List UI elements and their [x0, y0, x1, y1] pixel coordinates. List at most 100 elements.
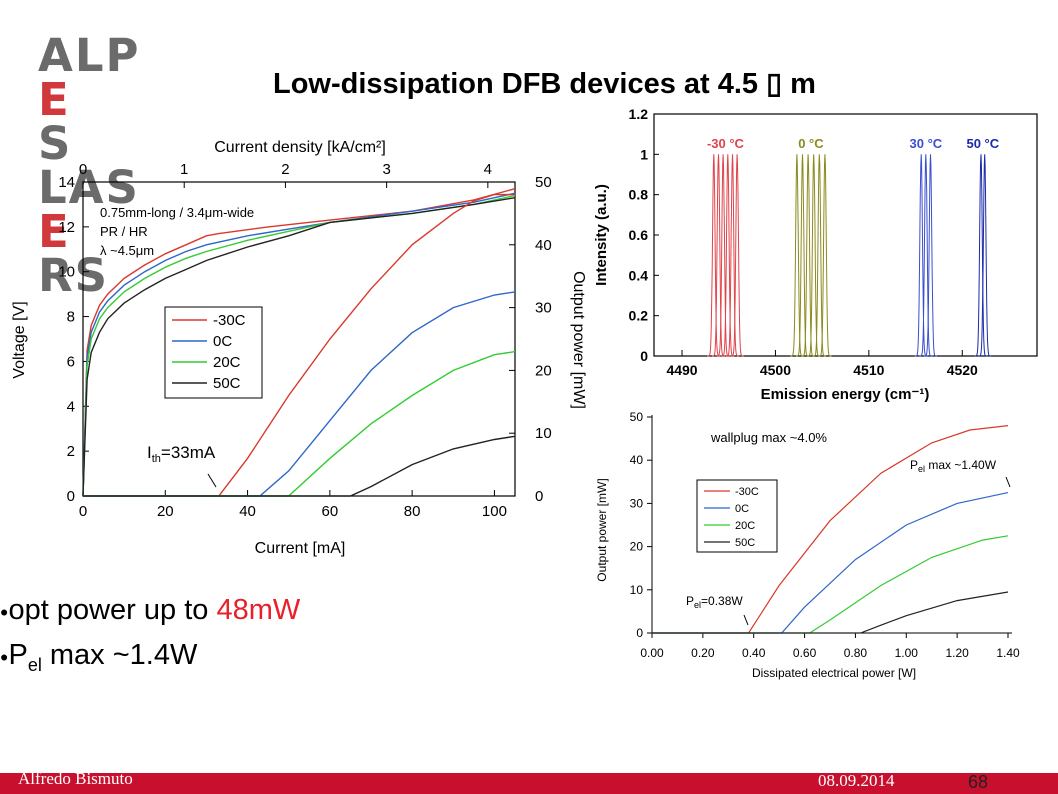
- legend-label: -30C: [735, 486, 759, 498]
- top-tick-label: 3: [382, 161, 390, 178]
- annotation-line: PR / HR: [100, 224, 148, 239]
- y-tick-label: 0: [636, 626, 643, 640]
- temperature-label: -30 °C: [707, 136, 745, 151]
- y2-tick-label: 40: [535, 237, 552, 254]
- legend-label: 0C: [213, 333, 232, 350]
- y-tick-label: 2: [67, 443, 75, 460]
- x-tick-label: 1.20: [945, 646, 969, 660]
- spectrum-peak: [707, 154, 721, 357]
- y2-axis-label: Output power [mW]: [570, 271, 587, 409]
- threshold-label: Ith=33mA: [147, 443, 217, 488]
- x-tick-label: 20: [157, 503, 174, 520]
- y2-tick-label: 20: [535, 362, 552, 379]
- top-tick-label: 1: [180, 161, 188, 178]
- y2-tick-label: 10: [535, 425, 552, 442]
- y-tick-label: 0.4: [629, 267, 649, 283]
- spectrum-peak: [716, 154, 730, 357]
- svg-text:Pel max ~1.40W: Pel max ~1.40W: [910, 458, 997, 474]
- spectrum-peak: [807, 154, 821, 357]
- spectrum-peak: [978, 154, 992, 357]
- footer-author: Alfredo Bismuto: [18, 769, 133, 788]
- spectrum-chart: Emission energy (cm⁻¹) Intensity (a.u.) …: [593, 106, 1038, 403]
- x-tick-label: 4500: [760, 362, 791, 378]
- power-line-0C: [83, 291, 516, 497]
- slide-title: Low-dissipation DFB devices at 4.5 ▯ m: [273, 68, 816, 100]
- voltage-line-50C: [82, 197, 516, 497]
- x-tick-label: 0.60: [793, 646, 817, 660]
- power-line-20C: [83, 350, 516, 497]
- y-tick-label: 0: [640, 348, 648, 364]
- page-number: 68: [968, 772, 989, 792]
- legend: -30C 0C 20C 50C: [696, 479, 778, 553]
- pth-label: Pel=0.38W: [686, 594, 749, 626]
- annotation-line: 0.75mm-long / 3.4μm-wide: [100, 205, 254, 220]
- spectrum-peak: [721, 154, 735, 357]
- footer-bar: Alfredo Bismuto 08.09.2014 68: [0, 769, 1058, 794]
- svg-text:Pel=0.38W: Pel=0.38W: [686, 594, 743, 610]
- temperature-label: 30 °C: [910, 136, 943, 151]
- x-tick-label: 0.00: [640, 646, 664, 660]
- spectrum-peak: [812, 154, 826, 357]
- x-tick-label: 100: [482, 503, 507, 520]
- bullet-item: ●opt power up to 48mW: [0, 594, 301, 626]
- temperature-label: 0 °C: [798, 136, 824, 151]
- y-axis-label: Voltage [V]: [11, 301, 28, 378]
- x-tick-label: 0: [79, 503, 87, 520]
- top-tick-label: 4: [484, 161, 492, 178]
- y-axis-label: Intensity (a.u.): [593, 184, 610, 286]
- wallplug-annotation: wallplug max ~4.0%: [710, 430, 827, 445]
- legend-label: 50C: [735, 537, 755, 549]
- y-tick-label: 10: [58, 264, 75, 281]
- spectrum-peak: [818, 154, 832, 357]
- y-tick-label: 1: [640, 146, 648, 162]
- spectrum-peak: [914, 154, 928, 357]
- svg-text:Ith=33mA: Ith=33mA: [147, 443, 216, 465]
- spectrum-peak: [725, 154, 739, 357]
- legend: -30C 0C 20C 50C: [164, 306, 263, 399]
- y-tick-label: 6: [67, 353, 75, 370]
- y-tick-label: 30: [630, 496, 644, 510]
- wallplug-chart: Dissipated electrical power [W] Output p…: [595, 410, 1020, 680]
- y2-tick-label: 50: [535, 174, 552, 191]
- x-tick-label: 4490: [666, 362, 697, 378]
- legend-label: 20C: [735, 520, 755, 532]
- spectrum-peak: [730, 154, 744, 357]
- x-axis-label: Current [mA]: [255, 540, 346, 557]
- x-tick-label: 0.80: [844, 646, 868, 660]
- voltage-line-0C: [82, 192, 516, 497]
- y-tick-label: 0: [67, 488, 75, 505]
- y-tick-label: 50: [630, 410, 644, 424]
- top-axis-label: Current density [kA/cm²]: [214, 139, 386, 156]
- annotation-line: λ ~4.5μm: [100, 243, 154, 258]
- legend-label: 0C: [735, 503, 749, 515]
- voltage-line--30C: [82, 188, 516, 497]
- spectrum-peak: [711, 154, 725, 357]
- spectrum-peak: [974, 154, 988, 357]
- company-logo: ALP E S LAS E RS: [38, 29, 141, 302]
- x-tick-label: 40: [239, 503, 256, 520]
- y-tick-label: 20: [630, 540, 644, 554]
- y-tick-label: 1.2: [629, 106, 649, 122]
- spectrum-peak: [801, 154, 815, 357]
- y-tick-label: 10: [630, 583, 644, 597]
- x-tick-label: 4510: [853, 362, 884, 378]
- x-axis-label: Emission energy (cm⁻¹): [761, 386, 930, 403]
- y-tick-label: 8: [67, 309, 75, 326]
- legend-label: -30C: [213, 312, 246, 329]
- x-tick-label: 60: [322, 503, 339, 520]
- y-tick-label: 4: [67, 398, 75, 415]
- temperature-label: 50 °C: [966, 136, 999, 151]
- spectrum-peak: [790, 154, 804, 357]
- y-tick-label: 0.6: [629, 227, 649, 243]
- x-tick-label: 1.40: [996, 646, 1020, 660]
- spectrum-peak: [924, 154, 937, 357]
- x-tick-label: 0.20: [691, 646, 715, 660]
- y-tick-label: 14: [58, 174, 75, 191]
- spectrum-peak: [919, 154, 933, 357]
- device-annotation: 0.75mm-long / 3.4μm-wide PR / HR λ ~4.5μ…: [100, 205, 254, 258]
- spectrum-peak: [796, 154, 810, 357]
- x-tick-label: 4520: [947, 362, 978, 378]
- liv-chart: Current density [kA/cm²] Current [mA] Vo…: [11, 139, 587, 557]
- x-axis-label: Dissipated electrical power [W]: [752, 666, 916, 680]
- footer-date: 08.09.2014: [818, 771, 895, 790]
